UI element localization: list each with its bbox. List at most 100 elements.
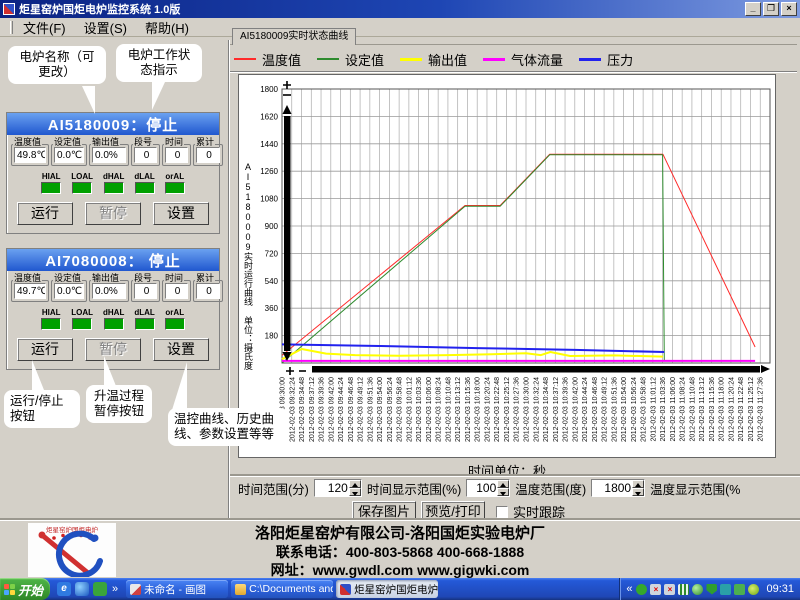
security-shield-icon[interactable] <box>706 583 718 595</box>
svg-text:2012-02-03 10:20:24: 2012-02-03 10:20:24 <box>484 377 491 442</box>
y-axis-scrollbar[interactable] <box>282 81 292 361</box>
furnace-panel-1: AI5180009：停止 温度值 49.8℃ 设定值 0.0℃ 输出值 0.0%… <box>6 112 223 234</box>
spin-down-icon[interactable] <box>348 488 361 496</box>
tab-realtime-curve[interactable]: AI5180009实时状态曲线 <box>232 28 357 45</box>
task-button-monitor-app[interactable]: 炬星窑炉国炬电炉监... <box>336 580 439 598</box>
chart-control-bar: 时间范围(分) 120 时间显示范围(%) 100 温度范围(度) 1800 温… <box>230 476 800 499</box>
spin-up-icon[interactable] <box>348 480 361 488</box>
alarm-label: LOAL <box>71 308 93 317</box>
series-输出值 <box>281 348 663 361</box>
spin-up-icon[interactable] <box>632 480 645 488</box>
legend-item: 气体流量 <box>483 50 563 69</box>
svg-text:900: 900 <box>265 222 279 231</box>
furnace-2-title[interactable]: AI7080008： 停止 <box>7 249 219 271</box>
temp-range-value[interactable]: 1800 <box>604 481 632 495</box>
y-axis-title: AI5180009实时运行曲线 单位：摄氏度 <box>243 162 253 370</box>
run-button[interactable]: 运行 <box>17 338 73 361</box>
task-label: 未命名 - 画图 <box>144 583 206 596</box>
field-total: 累计 0 <box>193 138 223 166</box>
field-label: 累计 <box>195 273 216 283</box>
maximize-button[interactable]: ❐ <box>763 2 779 16</box>
menu-settings[interactable]: 设置(S) <box>83 20 127 36</box>
temp-range-spinner[interactable]: 1800 <box>591 479 646 497</box>
company-website: 网址：www.gwdl.com www.gigwki.com <box>270 562 530 578</box>
realtime-track-checkbox[interactable] <box>496 505 508 518</box>
pause-button[interactable]: 暂停 <box>85 202 141 225</box>
network-disconnected-icon[interactable]: × <box>664 583 676 595</box>
tray-clock: 09:31 <box>766 583 794 595</box>
svg-text:2012-02-03 10:49:12: 2012-02-03 10:49:12 <box>602 377 609 442</box>
furnace-1-title[interactable]: AI5180009：停止 <box>7 113 219 135</box>
svg-text:1260: 1260 <box>260 167 278 176</box>
chat-icon[interactable] <box>734 583 746 595</box>
settings-button[interactable]: 设置 <box>153 202 209 225</box>
alarm-led <box>164 318 185 330</box>
svg-text:2012-02-03 09:46:48: 2012-02-03 09:46:48 <box>348 377 355 442</box>
svg-text:2012-02-03 10:03:36: 2012-02-03 10:03:36 <box>416 377 423 442</box>
svg-text:2012-02-03 10:42:00: 2012-02-03 10:42:00 <box>572 377 579 442</box>
update-icon[interactable] <box>748 583 760 595</box>
legend-label: 输出值 <box>428 52 468 68</box>
field-label: 设定值 <box>53 137 83 147</box>
svg-text:2012-02-03 10:10:48: 2012-02-03 10:10:48 <box>445 377 452 442</box>
time-display-spinner[interactable]: 100 <box>466 479 511 497</box>
tray-status-icon[interactable] <box>636 583 648 595</box>
tab-line <box>230 44 797 45</box>
ie-icon[interactable]: e <box>57 582 71 596</box>
signal-strength-icon[interactable] <box>678 583 690 595</box>
settings-button[interactable]: 设置 <box>153 338 209 361</box>
svg-text:2012-02-03 10:51:36: 2012-02-03 10:51:36 <box>611 377 618 442</box>
alarm-label: dLAL <box>134 172 155 181</box>
field-value: 0 <box>165 283 188 299</box>
start-label: 开始 <box>18 583 44 598</box>
company-logo: 炬星窑炉国炬电炉 <box>28 523 116 579</box>
svg-text:2012-02-03 10:08:24: 2012-02-03 10:08:24 <box>436 377 443 442</box>
svg-text:2012-02-03 11:08:24: 2012-02-03 11:08:24 <box>680 377 687 442</box>
menu-file[interactable]: 文件(F) <box>23 20 66 36</box>
media-player-icon[interactable] <box>75 582 89 596</box>
quick-launch-overflow-icon[interactable]: » <box>112 583 119 595</box>
scheduled-task-icon[interactable] <box>720 583 732 595</box>
logo-arc-text: 炬星窑炉国炬电炉 <box>46 525 99 534</box>
field-value: 0.0℃ <box>54 283 84 299</box>
start-button[interactable]: 开始 <box>0 578 50 600</box>
time-display-value[interactable]: 100 <box>476 481 497 495</box>
system-tray: « × × 09:31 <box>620 578 800 600</box>
globe-icon[interactable] <box>692 583 704 595</box>
callout-settings: 温控曲线、历史曲线、参数设置等等 <box>168 408 288 446</box>
network-disconnected-icon[interactable]: × <box>650 583 662 595</box>
menu-help[interactable]: 帮助(H) <box>144 20 189 36</box>
close-button[interactable]: × <box>781 2 797 16</box>
field-label: 时间 <box>164 137 185 147</box>
svg-text:2012-02-03 09:34:48: 2012-02-03 09:34:48 <box>299 377 306 442</box>
x-axis-scrollbar[interactable] <box>286 365 770 375</box>
task-button-explorer[interactable]: C:\Documents and Se... <box>231 580 334 598</box>
realtime-chart: 180 360 540 720 900 1080 1260 1440 1620 1800 2012-… <box>260 81 771 442</box>
legend-label: 压力 <box>607 52 634 68</box>
field-time: 时间 0 <box>162 274 191 302</box>
callout-tail <box>32 360 44 390</box>
field-label: 输出值 <box>91 137 121 147</box>
time-range-value[interactable]: 120 <box>327 481 348 495</box>
menubar: 文件(F) 设置(S) 帮助(H) <box>0 18 800 37</box>
time-range-spinner[interactable]: 120 <box>313 479 362 497</box>
spin-down-icon[interactable] <box>497 488 510 496</box>
alarm-led <box>103 318 124 330</box>
minimize-button[interactable]: _ <box>745 2 761 16</box>
callout-pause: 升温过程暂停按钮 <box>86 385 152 423</box>
messenger-icon[interactable] <box>93 582 107 596</box>
task-button-paint[interactable]: 未命名 - 画图 <box>126 580 229 598</box>
svg-text:720: 720 <box>265 249 279 258</box>
spin-down-icon[interactable] <box>632 488 645 496</box>
tray-expand-icon[interactable]: « <box>626 583 633 595</box>
preview-print-button[interactable]: 预览/打印 <box>421 501 485 522</box>
run-button[interactable]: 运行 <box>17 202 73 225</box>
spin-up-icon[interactable] <box>497 480 510 488</box>
field-value: 0.0% <box>92 147 126 163</box>
svg-text:2012-02-03 11:25:12: 2012-02-03 11:25:12 <box>748 377 755 442</box>
furnace-panel-2: AI7080008： 停止 温度值 49.7℃ 设定值 0.0℃ 输出值 0.0… <box>6 248 223 370</box>
svg-text:2012-02-03 10:18:00: 2012-02-03 10:18:00 <box>475 377 482 442</box>
save-image-button[interactable]: 保存图片 <box>352 501 416 522</box>
svg-text:1800: 1800 <box>260 85 278 94</box>
